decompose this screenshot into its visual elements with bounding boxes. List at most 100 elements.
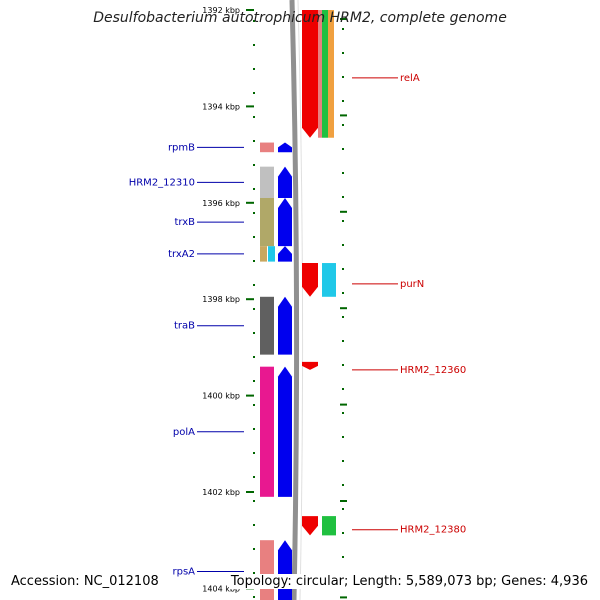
minor-tick (342, 292, 344, 294)
major-tick-right (340, 210, 347, 213)
minor-tick (342, 76, 344, 78)
backbone-edge (297, 0, 304, 600)
gene-box (260, 540, 274, 600)
minor-tick (253, 44, 255, 46)
gene-box (322, 263, 336, 297)
map-title: Desulfobacterium autotrophicum HRM2, com… (93, 10, 507, 26)
minor-tick (342, 268, 344, 270)
tick-label: 1404 kbp (202, 584, 240, 593)
minor-tick (342, 364, 344, 366)
gene-box (322, 516, 336, 536)
minor-tick (253, 68, 255, 70)
gene-box (260, 366, 274, 497)
minor-tick (253, 500, 255, 502)
minor-tick (253, 572, 255, 574)
scale-ticks: 1392 kbp 1394 kbp 1396 kbp 1398 kbp 1400 kbp… (202, 6, 347, 599)
major-tick-right (340, 500, 347, 502)
minor-tick (342, 412, 344, 414)
gene-arrow (302, 361, 318, 370)
gene-box (328, 10, 334, 138)
gene-label: HRM2_12310 (129, 177, 195, 188)
minor-tick (253, 404, 255, 406)
gene-box (260, 166, 274, 198)
major-tick-right (340, 114, 347, 117)
gene-box (318, 10, 322, 138)
minor-tick (342, 124, 344, 126)
minor-tick (253, 308, 255, 310)
minor-tick (253, 212, 255, 214)
gene-arrow (278, 296, 292, 355)
minor-tick (342, 556, 344, 558)
gene-arrow (278, 166, 292, 198)
minor-tick (253, 332, 255, 334)
gene-label: purN (400, 279, 424, 290)
minor-tick (342, 484, 344, 486)
minor-tick (342, 172, 344, 174)
gene-label: relA (400, 73, 420, 84)
gene-arrow (278, 246, 292, 262)
gene-box (260, 142, 274, 153)
gene-box (260, 246, 267, 262)
minor-tick (342, 196, 344, 198)
minor-tick (342, 148, 344, 150)
minor-tick (253, 452, 255, 454)
backbone-curve (289, 0, 300, 600)
minor-tick (253, 380, 255, 382)
minor-tick (342, 436, 344, 438)
gene-label: traB (174, 321, 195, 332)
gene-label: trxA2 (168, 249, 195, 260)
minor-tick (253, 164, 255, 166)
minor-tick (253, 236, 255, 238)
tick-label: 1394 kbp (202, 102, 240, 111)
minor-tick (253, 524, 255, 526)
gene-box (260, 197, 274, 247)
minor-tick (253, 140, 255, 142)
major-tick-right (340, 596, 347, 599)
minor-tick (342, 340, 344, 342)
minor-tick (253, 356, 255, 358)
tick-label: 1392 kbp (202, 6, 240, 15)
minor-tick (342, 460, 344, 462)
major-tick (246, 491, 254, 493)
topology-text: Topology: circular; Length: 5,589,073 bp… (228, 574, 590, 589)
minor-tick (253, 428, 255, 430)
tick-label: 1396 kbp (202, 199, 240, 208)
tick-label: 1398 kbp (202, 295, 240, 304)
gene-arrow (302, 516, 318, 536)
gene-arrow (278, 142, 292, 153)
major-tick (246, 394, 254, 397)
major-tick-right (340, 18, 347, 20)
accession-text: Accession: NC_012108 (9, 574, 161, 589)
gene-arrow (278, 197, 292, 247)
minor-tick (253, 116, 255, 118)
minor-tick (253, 188, 255, 190)
gene-box (260, 296, 274, 355)
minor-tick (342, 508, 344, 510)
minor-tick (342, 220, 344, 222)
minor-tick (253, 260, 255, 262)
gene-box (268, 246, 275, 262)
minor-tick (342, 244, 344, 246)
minor-tick (342, 388, 344, 390)
gene-box (322, 10, 328, 138)
major-tick (246, 298, 254, 301)
gene-label: HRM2_12380 (400, 525, 466, 536)
gene-arrow (278, 540, 292, 600)
tick-label: 1402 kbp (202, 488, 240, 497)
gene-label: rpmB (168, 142, 195, 153)
gene-arrow (302, 10, 318, 138)
minor-tick (342, 100, 344, 102)
major-tick-right (340, 403, 347, 406)
minor-tick (253, 548, 255, 550)
minor-tick (253, 92, 255, 94)
gene-label: rpsA (172, 567, 195, 578)
minor-tick (253, 284, 255, 286)
gene-arrow (302, 263, 318, 297)
gene-label: polA (173, 427, 195, 438)
minor-tick (342, 28, 344, 30)
gene-arrow (278, 366, 292, 497)
minor-tick (253, 476, 255, 478)
tick-label: 1400 kbp (202, 392, 240, 401)
minor-tick (342, 316, 344, 318)
